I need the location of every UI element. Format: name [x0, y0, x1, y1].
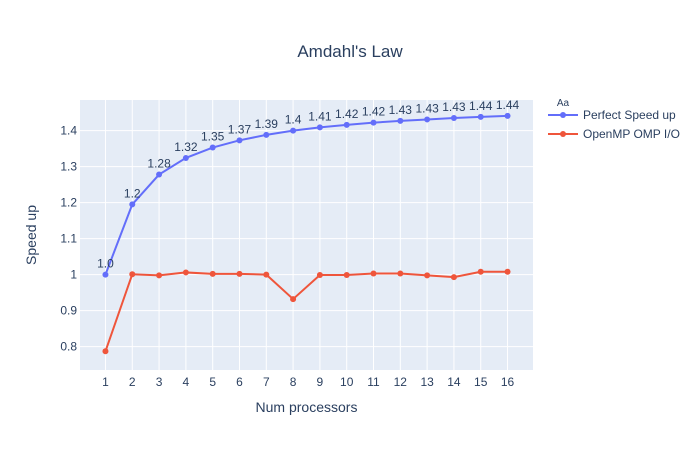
legend-marker-0	[560, 112, 566, 118]
series-1-point[interactable]	[156, 272, 163, 279]
series-1-point[interactable]	[102, 348, 109, 355]
series-1-point[interactable]	[397, 270, 404, 277]
data-label: 1.42	[335, 107, 359, 121]
series-0-point[interactable]	[263, 131, 270, 138]
series-1-point[interactable]	[263, 271, 270, 278]
data-label: 1.37	[228, 122, 252, 136]
y-tick-label: 0.8	[60, 340, 77, 354]
data-label: 1.44	[469, 99, 493, 113]
series-1-point[interactable]	[290, 296, 297, 303]
chart-title: Amdahl's Law	[297, 42, 403, 61]
x-tick-label: 3	[156, 375, 163, 389]
series-0-point[interactable]	[424, 116, 431, 123]
series-1-point[interactable]	[129, 271, 136, 278]
legend[interactable]: Aa Perfect Speed up OpenMP OMP I/O	[548, 98, 680, 141]
series-0-point[interactable]	[182, 154, 189, 161]
series-0-point[interactable]	[397, 117, 404, 124]
x-tick-label: 7	[263, 375, 270, 389]
x-tick-label: 11	[367, 375, 380, 389]
series-1-point[interactable]	[370, 270, 377, 277]
x-tick-label: 13	[420, 375, 434, 389]
series-0-point[interactable]	[370, 119, 377, 126]
x-tick-label: 9	[317, 375, 324, 389]
data-label: 1.0	[97, 257, 114, 271]
series-1-point[interactable]	[450, 274, 457, 281]
data-label: 1.39	[255, 117, 279, 131]
series-0-point[interactable]	[236, 137, 243, 144]
x-axis-title: Num processors	[256, 399, 358, 415]
series-1-point[interactable]	[209, 270, 216, 277]
series-0-point[interactable]	[156, 171, 163, 178]
x-tick-label: 4	[183, 375, 190, 389]
series-1-point[interactable]	[477, 268, 484, 275]
series-0-point[interactable]	[477, 113, 484, 120]
y-tick-label: 1.3	[60, 160, 77, 174]
data-label: 1.43	[442, 100, 466, 114]
data-label: 1.43	[415, 101, 439, 115]
x-tick-label: 6	[236, 375, 243, 389]
x-tick-label: 16	[501, 375, 515, 389]
grid-lines	[80, 100, 533, 370]
x-tick-label: 14	[447, 375, 461, 389]
series-line-1	[104, 270, 508, 352]
data-label: 1.2	[124, 186, 141, 200]
series-1-point[interactable]	[343, 271, 350, 278]
data-label: 1.41	[308, 109, 332, 123]
data-labels-layer: 1.01.21.281.321.351.37 1.39 1.4 1.41 1.42 1.4…	[97, 98, 519, 271]
series-1-point[interactable]	[316, 271, 323, 278]
series-1-point[interactable]	[236, 270, 243, 277]
data-label: 1.35	[201, 130, 225, 144]
data-label: 1.32	[174, 140, 198, 154]
series-0-point[interactable]	[450, 115, 457, 121]
data-label: 1.4	[285, 113, 302, 127]
series-0-point[interactable]	[209, 144, 216, 151]
y-tick-label: 1.1	[60, 232, 77, 246]
series-0-point[interactable]	[129, 201, 136, 208]
x-tick-label: 12	[394, 375, 408, 389]
data-label: 1.28	[147, 157, 171, 171]
series-1-point[interactable]	[504, 268, 511, 275]
y-tick-label: 1.4	[60, 124, 77, 138]
series-1-point[interactable]	[424, 272, 431, 279]
data-label: 1.43	[389, 103, 413, 117]
y-tick-label: 1.2	[60, 196, 77, 210]
y-axis-title: Speed up	[23, 205, 39, 265]
legend-glyph: Aa	[557, 98, 570, 109]
series-0-point[interactable]	[504, 112, 511, 119]
y-tick-label: 0.9	[60, 304, 77, 318]
data-label: 1.42	[362, 105, 386, 119]
series-1-point[interactable]	[182, 269, 189, 276]
x-tick-label: 1	[102, 375, 109, 389]
x-axis-ticks: 1 2 3 4 5 6 7 8 9 10 11 12 13 14 15 16	[102, 375, 514, 389]
x-tick-label: 2	[129, 375, 136, 389]
x-tick-label: 10	[340, 375, 354, 389]
series-line-0	[104, 114, 508, 275]
y-axis-ticks: 0.8 0.9 1 1.1 1.2 1.3 1.4	[60, 124, 77, 354]
legend-label-0[interactable]: Perfect Speed up	[583, 108, 676, 122]
legend-label-1[interactable]: OpenMP OMP I/O	[583, 127, 680, 141]
plot-background	[80, 100, 533, 370]
series-0-point[interactable]	[316, 124, 323, 131]
series-0-point[interactable]	[102, 271, 109, 278]
data-label: 1.44	[496, 98, 520, 112]
y-tick-label: 1	[70, 268, 77, 282]
x-tick-label: 5	[209, 375, 216, 389]
series-0-point[interactable]	[290, 127, 297, 134]
x-tick-label: 15	[474, 375, 488, 389]
series-layer	[102, 112, 511, 355]
series-0-point[interactable]	[343, 121, 350, 128]
legend-marker-1	[560, 131, 566, 137]
x-tick-label: 8	[290, 375, 297, 389]
